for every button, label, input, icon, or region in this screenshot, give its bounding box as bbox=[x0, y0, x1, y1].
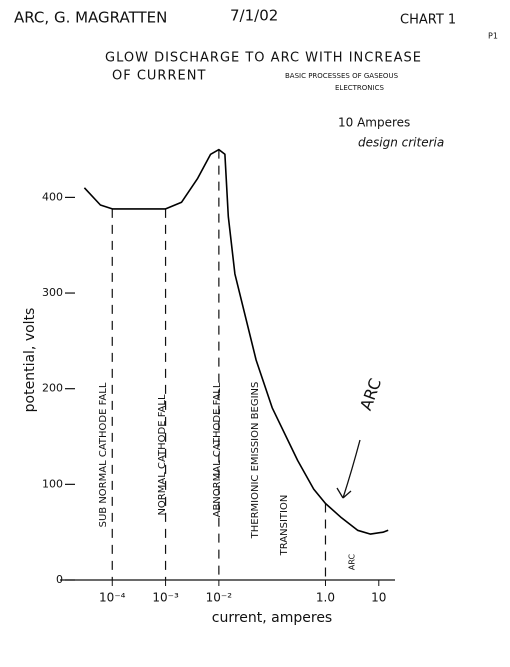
region-label: ABNORMAL CATHODE FALL bbox=[212, 382, 223, 517]
y-tick-label: 300 bbox=[42, 286, 63, 299]
date: 7/1/02 bbox=[230, 7, 278, 25]
annotation: ARC bbox=[356, 376, 385, 413]
region-label: NORMAL CATHODE FALL bbox=[157, 394, 168, 516]
x-tick-label: 10⁻² bbox=[206, 591, 233, 605]
region-label: SUB NORMAL CATHODE FALL bbox=[98, 382, 109, 527]
y-axis-label: potential, volts bbox=[22, 308, 38, 413]
subtitle: ELECTRONICS bbox=[335, 84, 384, 92]
chart-title: GLOW DISCHARGE TO ARC WITH INCREASE bbox=[105, 51, 422, 66]
region-label: THERMIONIC EMISSION BEGINS bbox=[250, 382, 261, 540]
y-tick-label: 200 bbox=[42, 382, 63, 395]
y-tick-label: 100 bbox=[42, 477, 63, 490]
x-tick-label: 10⁻⁴ bbox=[99, 591, 126, 605]
chart-title: OF CURRENT bbox=[112, 69, 206, 84]
x-tick-label: 10⁻³ bbox=[152, 591, 179, 605]
note: 10 Amperes bbox=[338, 116, 410, 130]
y-tick-label: 0 bbox=[56, 573, 63, 586]
region-label: TRANSITION bbox=[279, 495, 290, 557]
x-axis-label: current, amperes bbox=[212, 610, 332, 626]
data-line bbox=[83, 148, 389, 535]
chart-label: CHART 1 bbox=[400, 13, 456, 28]
page-number: P1 bbox=[488, 32, 498, 41]
y-tick-label: 400 bbox=[42, 190, 63, 203]
region-label: ARC bbox=[348, 553, 357, 570]
x-tick-label: 10 bbox=[371, 591, 386, 605]
author: ARC, G. MAGRATTEN bbox=[14, 9, 167, 27]
x-tick-label: 1.0 bbox=[316, 591, 335, 605]
note: design criteria bbox=[358, 136, 444, 150]
subtitle: BASIC PROCESSES OF GASEOUS bbox=[285, 72, 399, 80]
annotation-arrow bbox=[336, 439, 361, 499]
